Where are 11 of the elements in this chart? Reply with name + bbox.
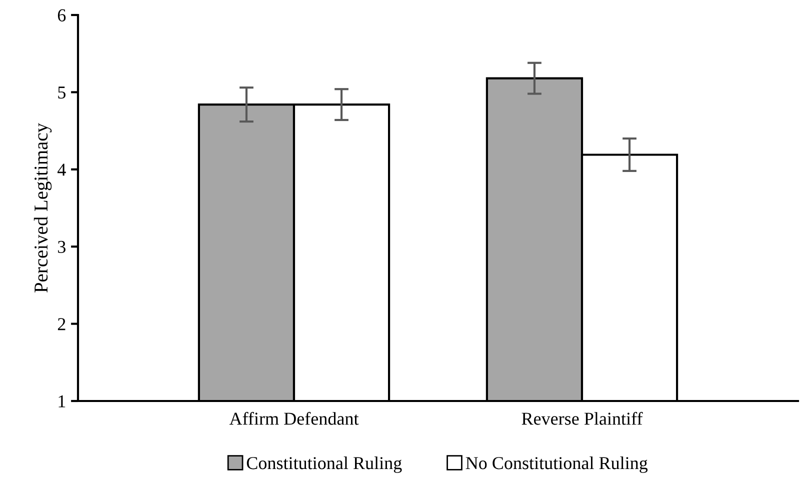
x-tick-label: Affirm Defendant: [229, 412, 359, 425]
legend-label: No Constitutional Ruling: [466, 456, 648, 473]
y-tick-label: 2: [58, 318, 66, 330]
y-tick-label: 4: [58, 164, 66, 176]
legend-label: Constitutional Ruling: [246, 456, 402, 473]
y-tick-label: 1: [58, 395, 66, 408]
x-tick-label: Reverse Plaintiff: [522, 412, 643, 425]
y-tick-label: 3: [58, 240, 66, 254]
y-axis-title: Perceived Legitimacy: [34, 123, 52, 292]
y-tick-label: 5: [58, 86, 66, 99]
y-tick-label: 6: [58, 9, 66, 22]
